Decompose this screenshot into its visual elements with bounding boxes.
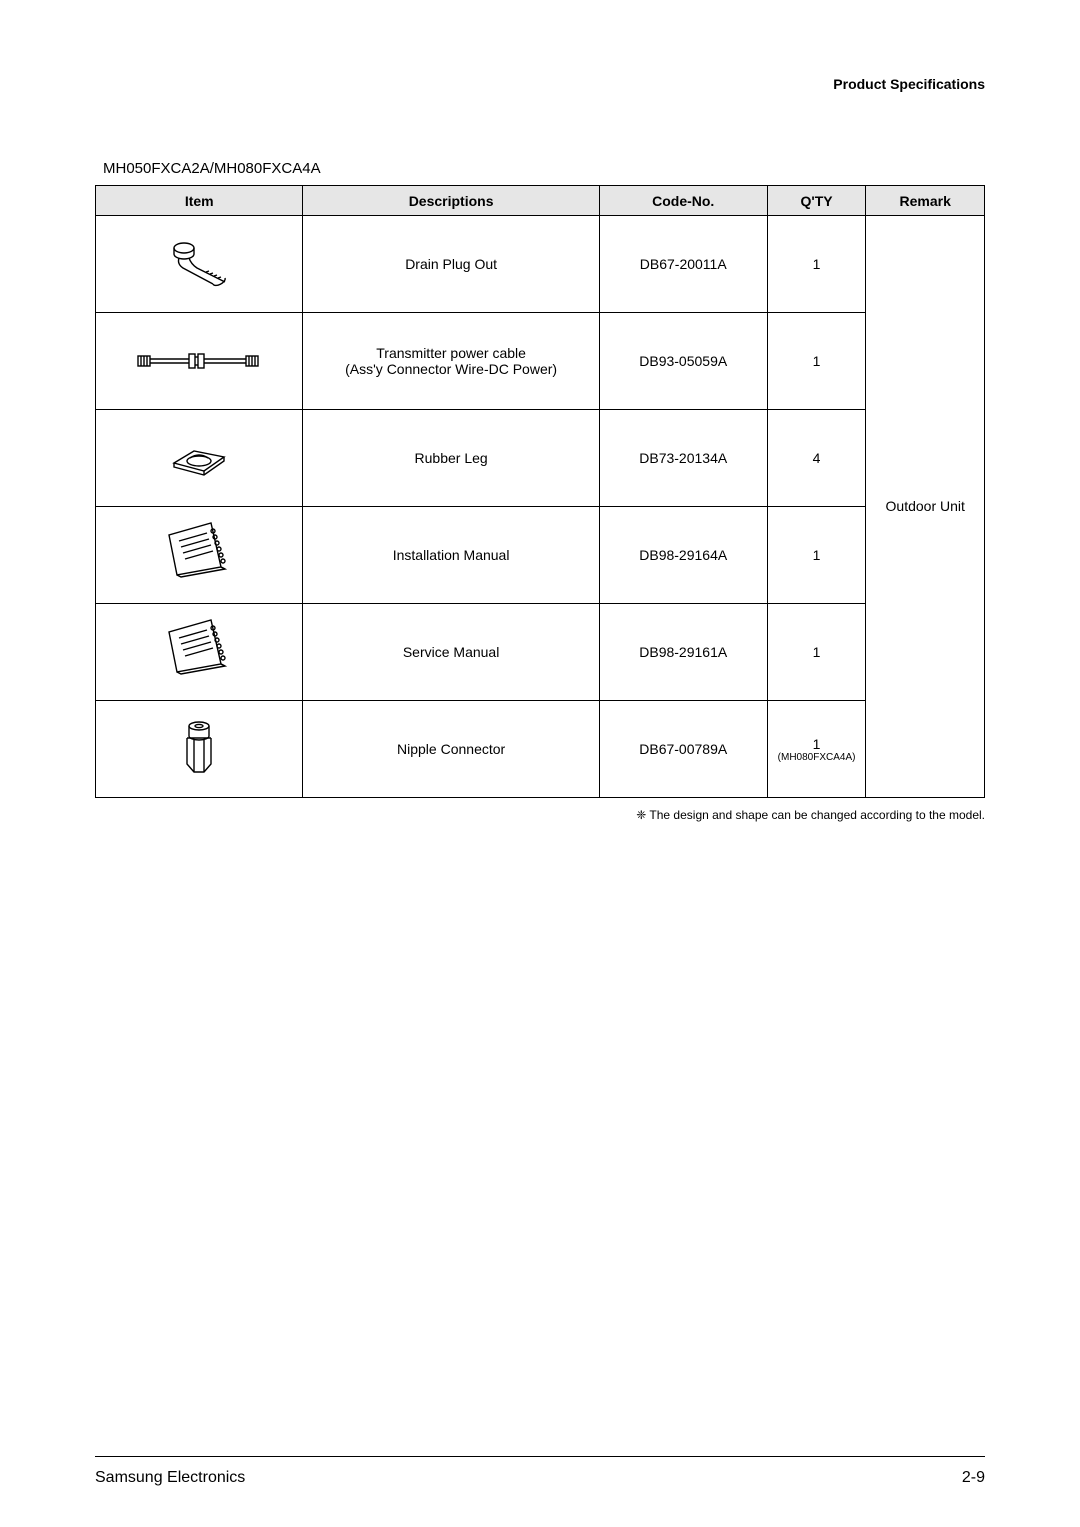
page-header-section: Product Specifications (833, 76, 985, 92)
remark-text: Outdoor Unit (886, 497, 965, 515)
table-row: Nipple Connector DB67-00789A 1 (MH080FXC… (96, 701, 985, 798)
code-cell: DB98-29161A (599, 604, 767, 701)
footer-right: 2-9 (962, 1469, 985, 1487)
item-icon-cell (96, 701, 303, 798)
qty-cell: 1 (767, 216, 866, 313)
table-row: Transmitter power cable (Ass'y Connector… (96, 313, 985, 410)
qty-cell: 1 (767, 313, 866, 410)
col-header-remark: Remark (866, 186, 985, 216)
qty-sub: (MH080FXCA4A) (772, 752, 862, 763)
desc-cell: Transmitter power cable (Ass'y Connector… (303, 313, 599, 410)
table-row: Drain Plug Out DB67-20011A 1 Outdoor Uni… (96, 216, 985, 313)
item-icon-cell (96, 313, 303, 410)
qty-cell: 4 (767, 410, 866, 507)
power-cable-icon (134, 346, 264, 376)
desc-line1: Installation Manual (393, 547, 510, 563)
desc-cell: Nipple Connector (303, 701, 599, 798)
table-row: Service Manual DB98-29161A 1 (96, 604, 985, 701)
qty-value: 1 (813, 736, 821, 752)
desc-cell: Service Manual (303, 604, 599, 701)
table-row: Installation Manual DB98-29164A 1 (96, 507, 985, 604)
desc-line1: Rubber Leg (415, 450, 488, 466)
code-cell: DB93-05059A (599, 313, 767, 410)
qty-cell: 1 (767, 604, 866, 701)
item-icon-cell (96, 410, 303, 507)
page-footer: Samsung Electronics 2-9 (95, 1469, 985, 1487)
desc-line1: Nipple Connector (397, 741, 505, 757)
desc-line1: Transmitter power cable (376, 345, 526, 361)
code-cell: DB67-00789A (599, 701, 767, 798)
qty-cell: 1 (MH080FXCA4A) (767, 701, 866, 798)
qty-cell: 1 (767, 507, 866, 604)
code-cell: DB73-20134A (599, 410, 767, 507)
footnote: ❈ The design and shape can be changed ac… (95, 808, 985, 822)
desc-line2: (Ass'y Connector Wire-DC Power) (345, 361, 557, 377)
col-header-qty: Q'TY (767, 186, 866, 216)
code-cell: DB98-29164A (599, 507, 767, 604)
rubber-leg-icon (164, 433, 234, 483)
col-header-desc: Descriptions (303, 186, 599, 216)
desc-cell: Installation Manual (303, 507, 599, 604)
desc-line1: Drain Plug Out (405, 256, 497, 272)
remark-cell: Outdoor Unit (866, 216, 985, 798)
col-header-code: Code-No. (599, 186, 767, 216)
col-header-item: Item (96, 186, 303, 216)
desc-cell: Drain Plug Out (303, 216, 599, 313)
table-header-row: Item Descriptions Code-No. Q'TY Remark (96, 186, 985, 216)
desc-line1: Service Manual (403, 644, 500, 660)
item-icon-cell (96, 507, 303, 604)
installation-manual-icon (159, 515, 239, 595)
footer-left: Samsung Electronics (95, 1469, 245, 1487)
spec-table: Item Descriptions Code-No. Q'TY Remark (95, 185, 985, 798)
desc-cell: Rubber Leg (303, 410, 599, 507)
service-manual-icon (159, 612, 239, 692)
table-row: Rubber Leg DB73-20134A 4 (96, 410, 985, 507)
footer-divider (95, 1456, 985, 1457)
model-title: MH050FXCA2A/MH080FXCA4A (103, 160, 985, 177)
code-cell: DB67-20011A (599, 216, 767, 313)
nipple-connector-icon (174, 714, 224, 784)
item-icon-cell (96, 216, 303, 313)
drain-plug-icon (154, 234, 244, 294)
item-icon-cell (96, 604, 303, 701)
